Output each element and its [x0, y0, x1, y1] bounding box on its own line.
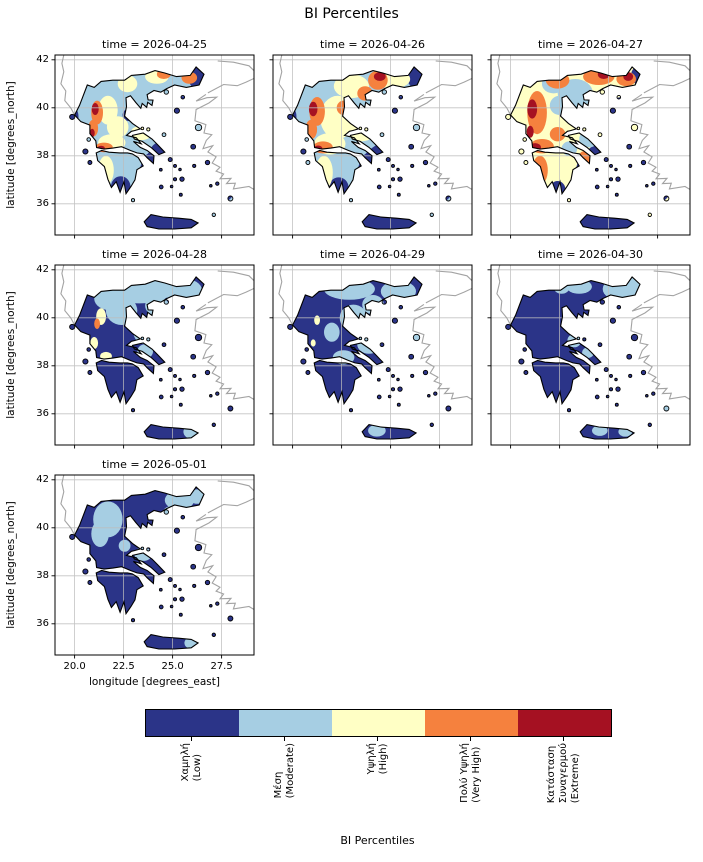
figure-title: BI Percentiles [304, 6, 399, 22]
colorbar-tick [470, 737, 471, 741]
map-panel: time = 2026-04-28 42 40 38 36 latitude [degre… [5, 248, 255, 449]
y-axis-tick-label: 38 [36, 569, 49, 581]
greece-choropleth-map [269, 264, 473, 449]
colorbar-tick-label-text: Μέση (Moderate) [272, 743, 296, 799]
panel-title: time = 2026-04-27 [538, 38, 643, 51]
neighbor-coastlines [496, 55, 690, 190]
x-axis-tick-label: 25.0 [161, 661, 184, 672]
colorbar-tick [191, 737, 192, 741]
greece-coastline [287, 66, 452, 230]
y-axis-tick-label: 38 [36, 359, 49, 371]
greece-choropleth-map [487, 54, 691, 239]
gridlines [491, 55, 690, 235]
colorbar-segment-high [332, 710, 425, 736]
y-axis-tick-label: 42 [36, 53, 49, 65]
panel-title: time = 2026-04-28 [102, 248, 207, 261]
map-panel: time = 2026-05-01 42 40 38 36 latitude [degre… [5, 458, 255, 688]
panel-title: time = 2026-04-30 [538, 248, 643, 261]
greece-choropleth-map [51, 264, 255, 449]
colorbar-tick-label: Υψηλή (High) [331, 743, 424, 774]
neighbor-coastlines [60, 475, 254, 610]
greece-choropleth-map [51, 474, 255, 659]
panel-title: time = 2026-05-01 [102, 458, 207, 471]
neighbor-coastlines [60, 55, 254, 190]
colorbar-tick [377, 737, 378, 741]
y-axis-label: latitude [degrees_north] [5, 291, 17, 419]
y-axis-tick-label: 36 [36, 197, 49, 209]
y-axis-tick-label: 42 [36, 473, 49, 485]
colorbar-tick-label-text: Κατάσταση Συναγερμού (Extreme) [545, 743, 581, 804]
colorbar-tick [284, 737, 285, 741]
x-axis-label: longitude [degrees_east] [88, 676, 220, 688]
y-axis-label: latitude [degrees_north] [5, 501, 17, 629]
y-axis-tick-label: 38 [36, 149, 49, 161]
neighbor-coastlines [496, 265, 690, 400]
panel-title: time = 2026-04-25 [102, 38, 207, 51]
colorbar-tick-label-text: Πολύ Υψηλή (Very High) [458, 743, 482, 803]
colorbar-tick [563, 737, 564, 741]
map-panel: time = 2026-04-27 [487, 38, 691, 239]
panel-title: time = 2026-04-26 [320, 38, 425, 51]
colorbar-tick-label: Χαμηλή (Low) [145, 743, 238, 781]
x-axis-tick-label: 22.5 [112, 661, 135, 672]
y-axis-tick-label: 40 [36, 311, 49, 323]
colorbar-tick-label-text: Χαμηλή (Low) [179, 743, 203, 782]
greece-coastline [69, 486, 234, 650]
colorbar-label: BI Percentiles [340, 834, 415, 847]
greece-choropleth-map [269, 54, 473, 239]
y-axis-tick-label: 42 [36, 263, 49, 275]
colorbar-segment-very-high [425, 710, 518, 736]
neighbor-coastlines [278, 55, 472, 190]
greece-choropleth-map [51, 54, 255, 239]
colorbar [145, 709, 612, 737]
y-axis-label: latitude [degrees_north] [5, 81, 17, 209]
neighbor-coastlines [278, 265, 472, 400]
colorbar-segment-low [146, 710, 239, 736]
map-panel: time = 2026-04-25 42 40 38 36 latitude [degre… [5, 38, 255, 239]
greece-coastline [69, 276, 234, 440]
colorbar-segment-moderate [239, 710, 332, 736]
colorbar-tick-label: Πολύ Υψηλή (Very High) [424, 743, 517, 803]
map-panel: time = 2026-04-30 [487, 248, 691, 449]
x-axis-tick-label: 27.5 [210, 661, 233, 672]
y-axis-tick-label: 36 [36, 407, 49, 419]
colorbar-tick-label: Μέση (Moderate) [238, 743, 331, 798]
greece-coastline [505, 276, 670, 440]
colorbar-tick-label: Κατάσταση Συναγερμού (Extreme) [517, 743, 610, 803]
neighbor-coastlines [60, 265, 254, 400]
map-panel: time = 2026-04-26 [269, 38, 473, 239]
greece-coastline [505, 66, 670, 230]
gridlines [273, 265, 472, 445]
colorbar-tick-label-text: Υψηλή (High) [365, 743, 389, 775]
y-axis-tick-label: 36 [36, 617, 49, 629]
colorbar-segment-extreme [518, 710, 611, 736]
y-axis-tick-label: 40 [36, 101, 49, 113]
panel-title: time = 2026-04-29 [320, 248, 425, 261]
x-axis-tick-label: 20.0 [63, 661, 86, 672]
greece-coastline [287, 276, 452, 440]
map-panel: time = 2026-04-29 [269, 248, 473, 449]
y-axis-tick-label: 40 [36, 521, 49, 533]
gridlines [273, 55, 472, 235]
greece-choropleth-map [487, 264, 691, 449]
greece-coastline [69, 66, 234, 230]
